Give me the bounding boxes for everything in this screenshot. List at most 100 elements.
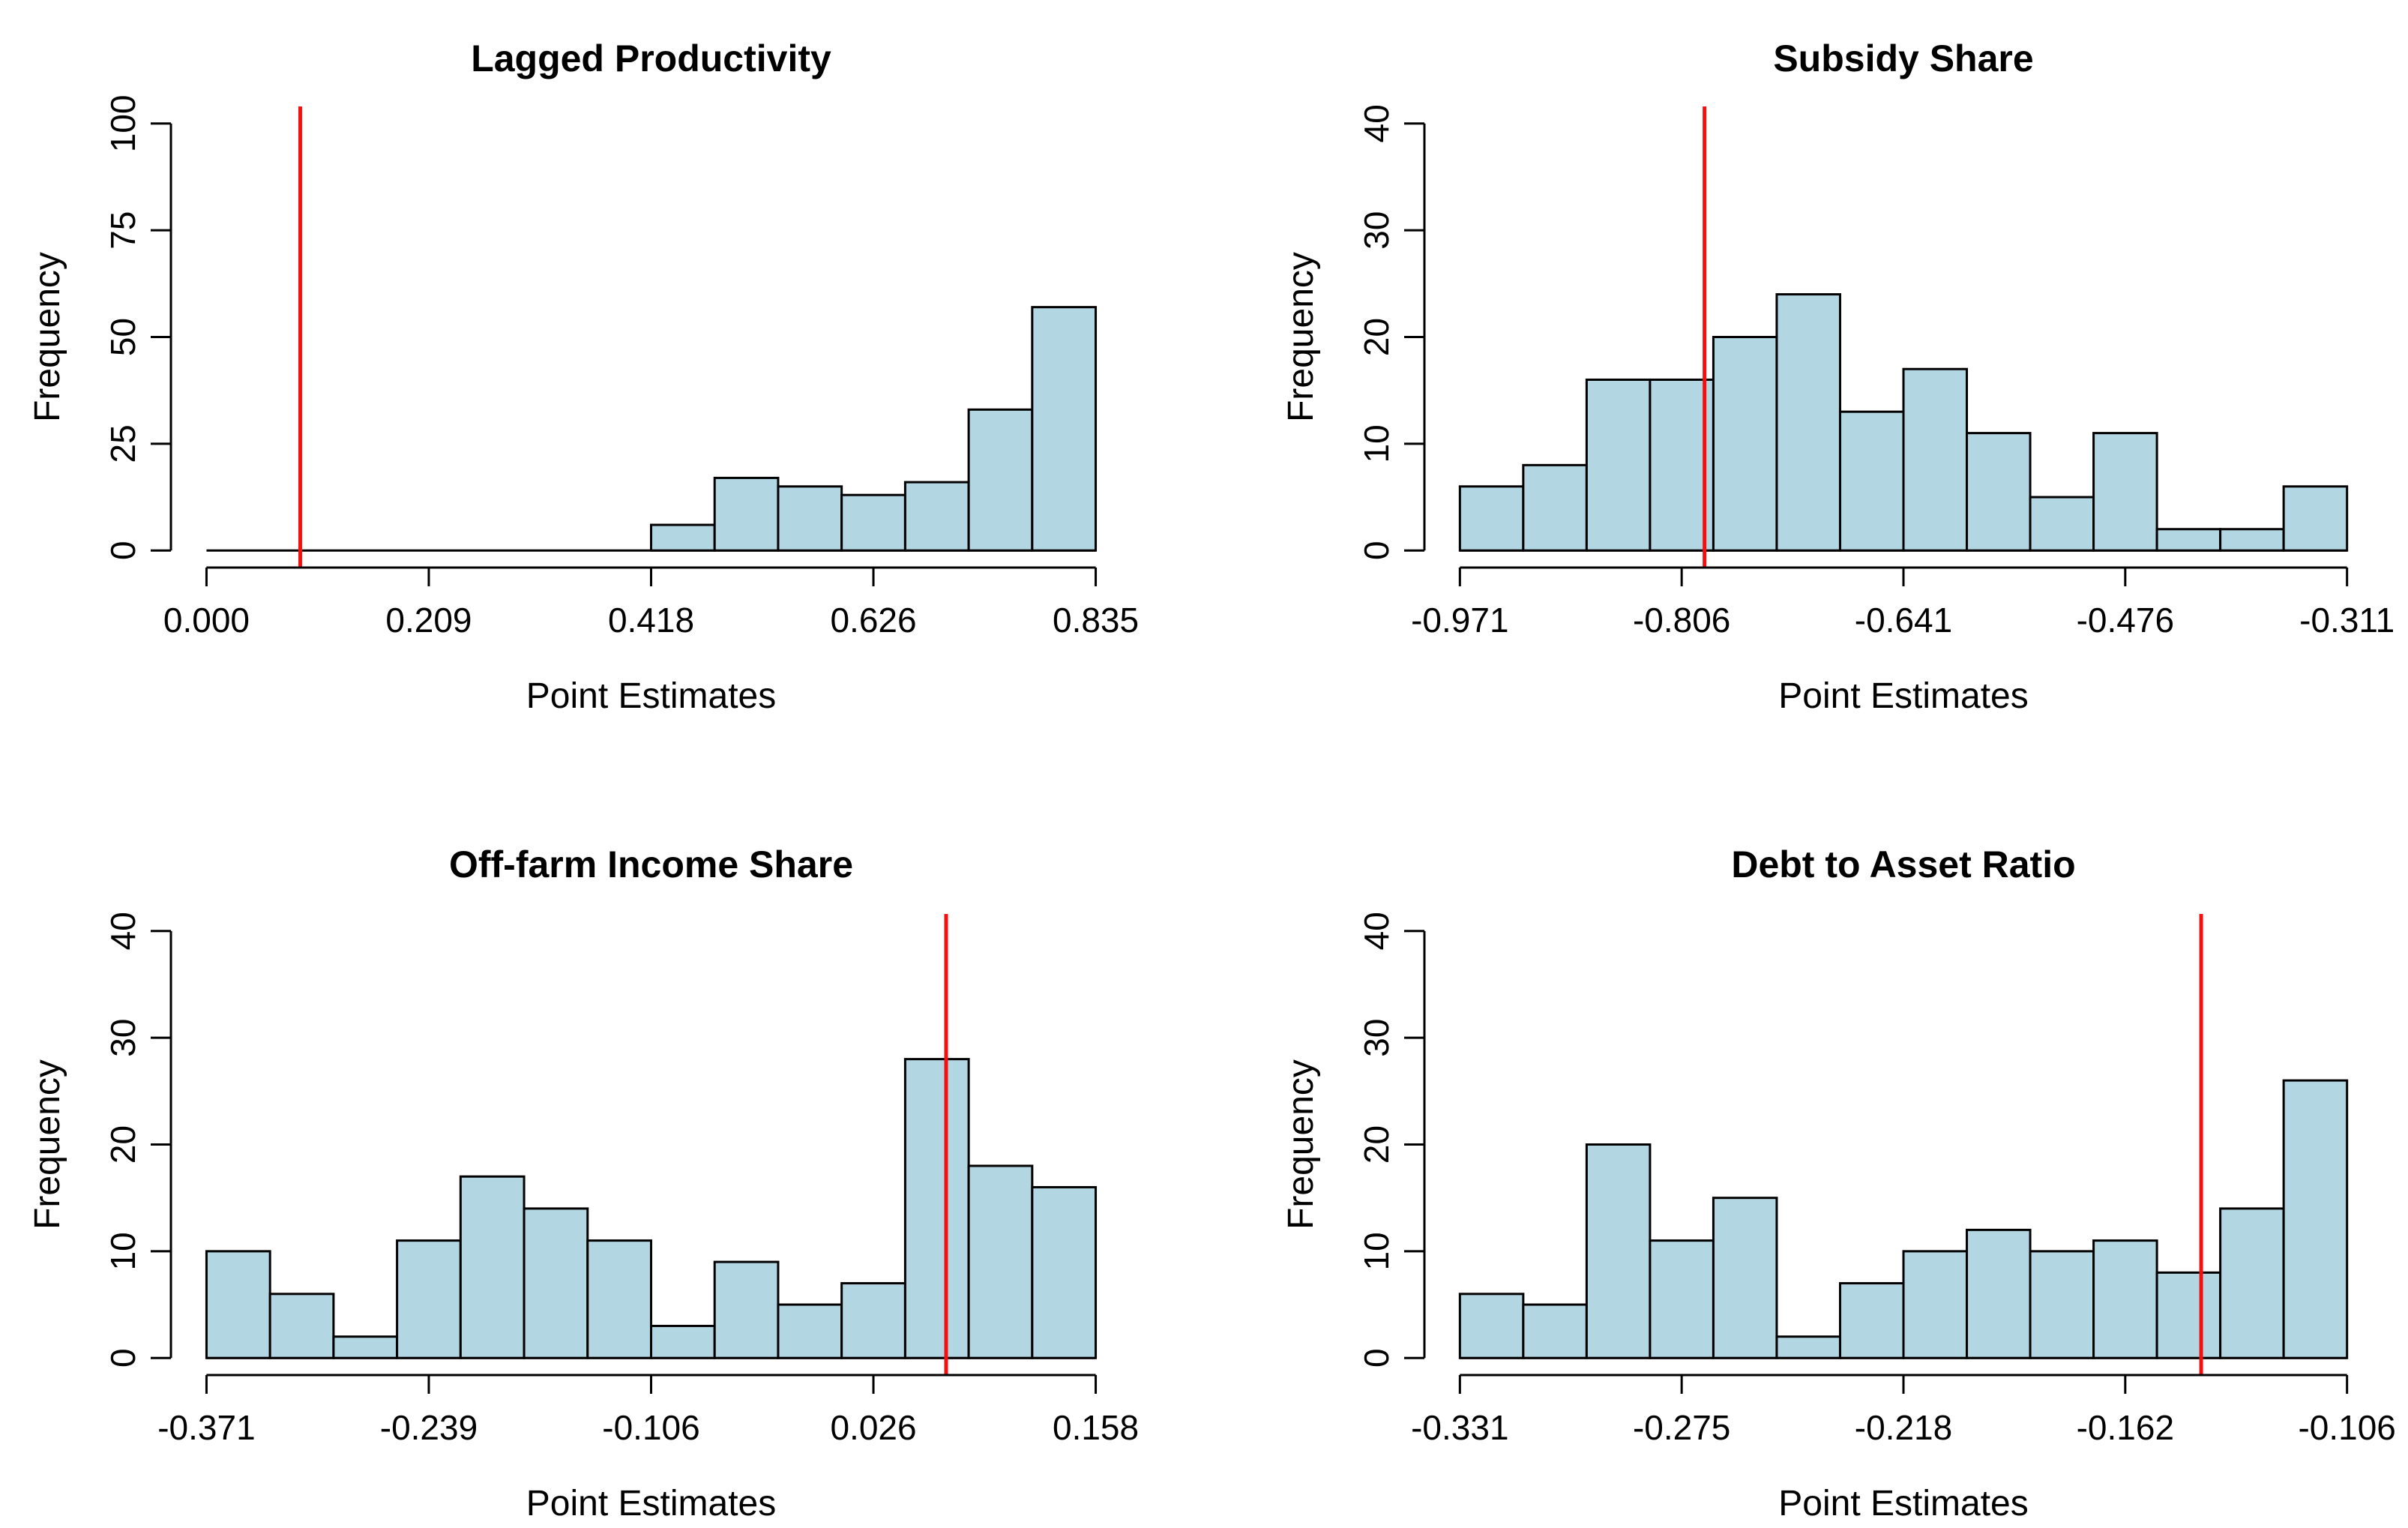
histogram-bar — [459, 1175, 526, 1359]
y-tick-label: 30 — [1357, 211, 1396, 250]
histogram-bar — [332, 1335, 399, 1359]
histogram-bar — [396, 1239, 462, 1359]
x-axis-label: Point Estimates — [526, 676, 776, 716]
y-axis-label: Frequency — [1281, 252, 1321, 422]
panel-title: Lagged Productivity — [471, 37, 831, 79]
histogram-bar — [523, 1207, 589, 1359]
x-tick-label: -0.806 — [1633, 601, 1730, 640]
histogram-panel-debt-to-asset-ratio: -0.331 -0.275 -0.218 -0.162 -0.106 0 10 20 30 40 D… — [1204, 764, 2408, 1528]
histogram-bar — [1585, 378, 1652, 552]
x-tick-label: 0.418 — [608, 601, 694, 640]
histogram-bar — [2219, 528, 2285, 552]
histogram-bar — [1712, 1197, 1778, 1359]
x-tick-label: -0.311 — [2299, 601, 2395, 640]
histogram-bar — [1522, 1303, 1588, 1359]
panel-title: Subsidy Share — [1773, 37, 2033, 79]
y-tick-label: 100 — [103, 94, 142, 152]
histogram-panel-subsidy-share: -0.971 -0.806 -0.641 -0.476 -0.311 0 10 20 30 40 S… — [1204, 0, 2408, 764]
x-tick-label: 0.835 — [1053, 601, 1139, 640]
y-tick-label: 0 — [1357, 1348, 1396, 1368]
y-axis-label: Frequency — [28, 252, 67, 422]
histogram-bar — [1775, 293, 1841, 552]
histogram-bar — [1585, 1143, 1652, 1359]
x-tick-label: 0.626 — [830, 601, 916, 640]
histogram-bar — [777, 485, 843, 552]
histogram-bar — [1031, 306, 1098, 552]
histogram-bar — [1838, 410, 1905, 552]
y-tick-label: 30 — [103, 1019, 142, 1057]
histogram-bar — [2029, 496, 2095, 552]
histogram-svg: 0.000 0.209 0.418 0.626 0.835 0 25 50 75 100 Lagge… — [28, 37, 1139, 716]
histogram-bar — [1031, 1185, 1098, 1359]
histogram-bar — [777, 1303, 843, 1359]
x-tick-label: -0.218 — [1855, 1408, 1952, 1447]
histogram-bar — [713, 476, 780, 552]
x-tick-label: -0.106 — [602, 1408, 699, 1447]
x-tick-label: -0.239 — [380, 1408, 478, 1447]
y-tick-label: 0 — [103, 1348, 142, 1368]
y-tick-label: 10 — [1357, 1232, 1396, 1270]
histogram-bar — [1838, 1282, 1905, 1359]
histogram-panel-off-farm-income-share: -0.371 -0.239 -0.106 0.026 0.158 0 10 20 30 40 Off… — [0, 764, 1204, 1528]
histogram-bar — [1775, 1335, 1841, 1359]
histogram-bar — [1902, 367, 1969, 552]
histogram-bar — [1902, 1250, 1969, 1359]
x-tick-label: 0.000 — [163, 601, 250, 640]
histogram-bar — [2155, 528, 2222, 552]
histogram-bar — [1966, 432, 2032, 552]
histogram-svg: -0.331 -0.275 -0.218 -0.162 -0.106 0 10 20 30 40 D… — [1281, 843, 2396, 1524]
histogram-bar — [205, 1250, 271, 1359]
x-tick-label: 0.026 — [830, 1408, 916, 1447]
x-tick-label: -0.641 — [1855, 601, 1952, 640]
histogram-bar — [1712, 336, 1778, 552]
y-tick-label: 0 — [1357, 541, 1396, 560]
histogram-bar — [650, 523, 716, 552]
y-tick-label: 75 — [103, 211, 142, 250]
x-tick-label: -0.162 — [2077, 1408, 2174, 1447]
histogram-bar — [2282, 485, 2349, 552]
y-tick-label: 0 — [103, 541, 142, 560]
histogram-bar — [840, 493, 906, 552]
histogram-bar — [903, 1058, 970, 1359]
panel-title: Off-farm Income Share — [449, 843, 853, 885]
histogram-bar — [586, 1239, 652, 1359]
y-tick-label: 50 — [103, 318, 142, 356]
histogram-svg: -0.371 -0.239 -0.106 0.026 0.158 0 10 20 30 40 Off… — [28, 843, 1139, 1524]
histogram-panel-lagged-productivity: 0.000 0.209 0.418 0.626 0.835 0 25 50 75 100 Lagge… — [0, 0, 1204, 764]
histogram-bar — [2282, 1079, 2349, 1359]
x-axis-label: Point Estimates — [526, 1484, 776, 1524]
histogram-bar — [2092, 432, 2158, 552]
y-tick-label: 20 — [103, 1125, 142, 1164]
histogram-bar — [967, 408, 1034, 552]
y-axis-label: Frequency — [1281, 1059, 1321, 1230]
x-tick-label: -0.476 — [2077, 601, 2174, 640]
histogram-bar — [2155, 1271, 2222, 1359]
histogram-bar — [1458, 485, 1525, 552]
histogram-bar — [1966, 1228, 2032, 1359]
histogram-bar — [1522, 463, 1588, 552]
x-tick-label: 0.158 — [1053, 1408, 1139, 1447]
y-tick-label: 10 — [1357, 424, 1396, 463]
x-axis-label: Point Estimates — [1778, 676, 2028, 716]
histogram-bar — [903, 481, 970, 552]
y-tick-label: 40 — [1357, 912, 1396, 950]
x-tick-label: 0.209 — [385, 601, 472, 640]
x-tick-label: -0.331 — [1411, 1408, 1508, 1447]
y-tick-label: 25 — [103, 424, 142, 463]
histogram-bar — [2029, 1250, 2095, 1359]
histogram-bar — [2092, 1239, 2158, 1359]
x-tick-label: -0.371 — [157, 1408, 255, 1447]
x-tick-label: -0.971 — [1411, 601, 1508, 640]
histogram-bar — [1458, 1293, 1525, 1359]
histogram-bar — [650, 1325, 716, 1359]
histogram-bar — [967, 1164, 1034, 1359]
y-tick-label: 30 — [1357, 1019, 1396, 1057]
x-tick-label: -0.106 — [2298, 1408, 2395, 1447]
panel-title: Debt to Asset Ratio — [1731, 843, 2075, 885]
y-tick-label: 40 — [103, 912, 142, 950]
histogram-bar — [2219, 1207, 2285, 1359]
y-tick-label: 20 — [1357, 1125, 1396, 1164]
histogram-bar — [840, 1282, 906, 1359]
y-tick-label: 40 — [1357, 104, 1396, 142]
